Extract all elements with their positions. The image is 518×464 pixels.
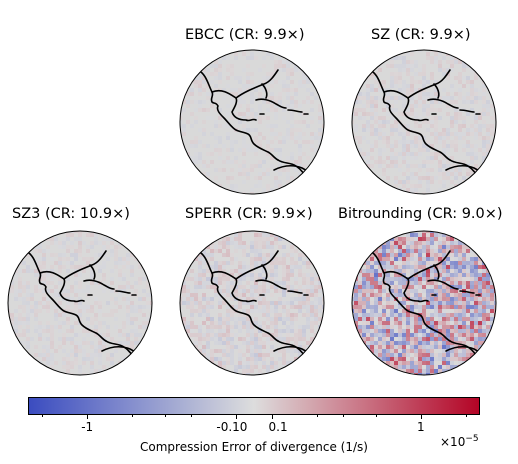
colorbar-minor-tick [42,415,44,417]
colorbar-minor-tick [376,415,378,417]
globe-bitrounding [351,230,497,376]
globe-ebcc [179,49,325,195]
globe-outline [351,49,497,195]
colorbar-tick [87,415,89,419]
globe-outline [179,49,325,195]
colorbar-scale-label: ×10−5 [440,434,479,449]
panel-title-sz3: SZ3 (CR: 10.9×) [12,206,130,222]
colorbar-tick-label: -1 [81,420,94,434]
globe-outline [351,230,497,376]
globe-sz3 [7,230,153,376]
colorbar-minor-tick [191,415,193,417]
panel-title-sz: SZ (CR: 9.9×) [371,27,471,43]
colorbar-minor-tick [131,415,133,417]
globe-outline [179,230,325,376]
colorbar-scale-base: ×10 [440,435,466,449]
coastlines [25,250,147,368]
colorbar-tick [420,415,422,419]
colorbar-tick [272,415,274,419]
colorbar-minor-tick [343,415,345,417]
error-field [352,231,496,375]
colorbar-tick-label: -0.10 [216,420,248,434]
error-field [180,231,324,375]
globe-sperr [179,230,325,376]
colorbar-minor-tick [465,415,467,417]
panel-title-sperr: SPERR (CR: 9.9×) [185,206,313,222]
colorbar-tick-label: 1 [416,420,425,434]
colorbar-minor-tick [316,415,318,417]
globe-outline [7,230,153,376]
colorbar-tick [235,415,237,419]
globe-sz [351,49,497,195]
colorbar-minor-tick [164,415,166,417]
colorbar-label: Compression Error of divergence (1/s) [140,440,368,454]
panel-title-ebcc: EBCC (CR: 9.9×) [185,27,305,43]
colorbar-scale-exponent: −5 [465,434,479,444]
panel-title-bitrounding: Bitrounding (CR: 9.0×) [338,206,503,222]
colorbar [28,397,480,415]
colorbar-tick-label: 0.1 [268,420,288,434]
